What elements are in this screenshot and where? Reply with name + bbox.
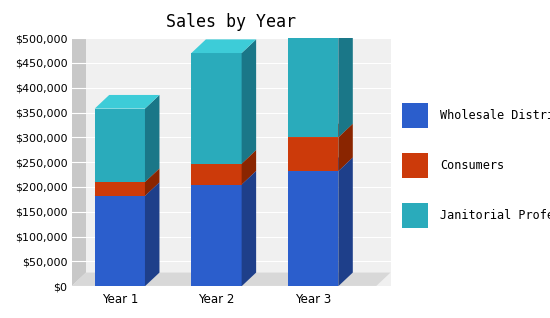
- Polygon shape: [95, 196, 145, 286]
- Polygon shape: [191, 164, 241, 184]
- Polygon shape: [145, 182, 160, 286]
- Polygon shape: [191, 39, 256, 53]
- Text: Wholesale Distributors: Wholesale Distributors: [440, 109, 550, 122]
- Title: Sales by Year: Sales by Year: [166, 13, 296, 31]
- FancyBboxPatch shape: [402, 153, 428, 178]
- Polygon shape: [191, 150, 256, 164]
- Polygon shape: [288, 137, 338, 171]
- Text: Consumers: Consumers: [440, 159, 504, 172]
- Polygon shape: [145, 169, 160, 196]
- FancyBboxPatch shape: [402, 102, 428, 128]
- Polygon shape: [288, 124, 353, 137]
- Polygon shape: [95, 95, 160, 109]
- Polygon shape: [95, 182, 160, 196]
- Polygon shape: [95, 169, 160, 182]
- Polygon shape: [95, 182, 145, 196]
- Text: Janitorial Professionals: Janitorial Professionals: [440, 209, 550, 222]
- Polygon shape: [288, 171, 338, 286]
- Polygon shape: [338, 157, 353, 286]
- Polygon shape: [191, 171, 256, 184]
- Polygon shape: [191, 184, 241, 286]
- Polygon shape: [288, 10, 353, 23]
- Polygon shape: [241, 39, 256, 164]
- Polygon shape: [338, 10, 353, 137]
- Polygon shape: [72, 24, 86, 286]
- Polygon shape: [191, 53, 241, 164]
- Polygon shape: [145, 95, 160, 182]
- Polygon shape: [95, 109, 145, 182]
- Polygon shape: [338, 124, 353, 171]
- Polygon shape: [288, 157, 353, 171]
- Polygon shape: [288, 23, 338, 137]
- Polygon shape: [72, 273, 390, 286]
- Polygon shape: [241, 150, 256, 184]
- Polygon shape: [241, 171, 256, 286]
- FancyBboxPatch shape: [402, 203, 428, 228]
